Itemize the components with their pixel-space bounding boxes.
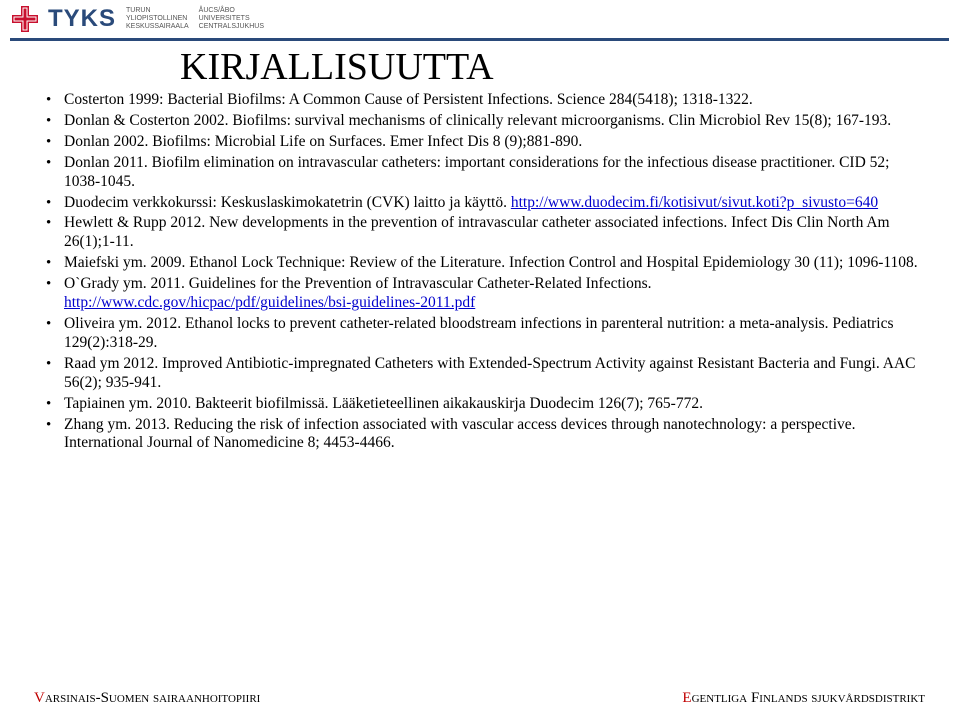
page-title: KIRJALLISUUTTA [180, 45, 919, 89]
reference-text: O`Grady ym. 2011. Guidelines for the Pre… [64, 275, 652, 292]
reference-item: Zhang ym. 2013. Reducing the risk of inf… [46, 416, 919, 454]
page-header: TYKS TURUN YLIOPISTOLLINEN KESKUSSAIRAAL… [0, 0, 959, 36]
reference-text: Duodecim verkkokurssi: Keskuslaskimokate… [64, 194, 511, 211]
reference-item: Hewlett & Rupp 2012. New developments in… [46, 214, 919, 252]
reference-text: Maiefski ym. 2009. Ethanol Lock Techniqu… [64, 254, 918, 271]
main-content: KIRJALLISUUTTA Costerton 1999: Bacterial… [0, 41, 959, 453]
reference-link[interactable]: http://www.cdc.gov/hicpac/pdf/guidelines… [64, 294, 475, 311]
reference-link[interactable]: http://www.duodecim.fi/kotisivut/sivut.k… [511, 194, 878, 211]
reference-item: Tapiainen ym. 2010. Bakteerit biofilmiss… [46, 395, 919, 414]
header-line: ÅUCS/ÅBO [199, 7, 264, 15]
reference-text: Oliveira ym. 2012. Ethanol locks to prev… [64, 315, 894, 351]
reference-list: Costerton 1999: Bacterial Biofilms: A Co… [40, 91, 919, 453]
logo-text-block: TYKS TURUN YLIOPISTOLLINEN KESKUSSAIRAAL… [48, 5, 264, 33]
header-line: CENTRALSJUKHUS [199, 23, 264, 31]
header-line: UNIVERSITETS [199, 15, 264, 23]
reference-item: Maiefski ym. 2009. Ethanol Lock Techniqu… [46, 254, 919, 273]
reference-item: O`Grady ym. 2011. Guidelines for the Pre… [46, 275, 919, 313]
footer-left-text: arsinais-Suomen sairaanhoitopiiri [45, 690, 261, 706]
reference-text: Donlan & Costerton 2002. Biofilms: survi… [64, 112, 891, 129]
reference-text: Donlan 2002. Biofilms: Microbial Life on… [64, 133, 582, 150]
footer-left-initial: V [34, 690, 45, 706]
header-subtext-col2: ÅUCS/ÅBO UNIVERSITETS CENTRALSJUKHUS [199, 7, 264, 30]
reference-text: Tapiainen ym. 2010. Bakteerit biofilmiss… [64, 395, 703, 412]
header-line: TURUN [126, 7, 189, 15]
reference-item: Raad ym 2012. Improved Antibiotic-impreg… [46, 355, 919, 393]
reference-text: Raad ym 2012. Improved Antibiotic-impreg… [64, 355, 915, 391]
header-line: YLIOPISTOLLINEN [126, 15, 189, 23]
reference-item: Oliveira ym. 2012. Ethanol locks to prev… [46, 315, 919, 353]
reference-item: Donlan 2011. Biofilm elimination on intr… [46, 154, 919, 192]
reference-text: Donlan 2011. Biofilm elimination on intr… [64, 154, 889, 190]
reference-item: Donlan 2002. Biofilms: Microbial Life on… [46, 133, 919, 152]
reference-text: Hewlett & Rupp 2012. New developments in… [64, 214, 890, 250]
footer-right-text: gentliga Finlands sjukvårdsdistrikt [692, 690, 925, 706]
footer-left: Varsinais-Suomen sairaanhoitopiiri [34, 690, 260, 707]
header-subtext-col1: TURUN YLIOPISTOLLINEN KESKUSSAIRAALA [126, 7, 189, 30]
cross-logo-icon [10, 4, 40, 34]
reference-item: Costerton 1999: Bacterial Biofilms: A Co… [46, 91, 919, 110]
header-line: KESKUSSAIRAALA [126, 23, 189, 31]
reference-item: Donlan & Costerton 2002. Biofilms: survi… [46, 112, 919, 131]
reference-item: Duodecim verkkokurssi: Keskuslaskimokate… [46, 194, 919, 213]
reference-text: Zhang ym. 2013. Reducing the risk of inf… [64, 416, 856, 452]
brand-name: TYKS [48, 5, 116, 33]
footer-right-initial: E [682, 690, 691, 706]
footer-right: Egentliga Finlands sjukvårdsdistrikt [682, 690, 925, 707]
reference-text: Costerton 1999: Bacterial Biofilms: A Co… [64, 91, 753, 108]
page-footer: Varsinais-Suomen sairaanhoitopiiri Egent… [0, 690, 959, 707]
